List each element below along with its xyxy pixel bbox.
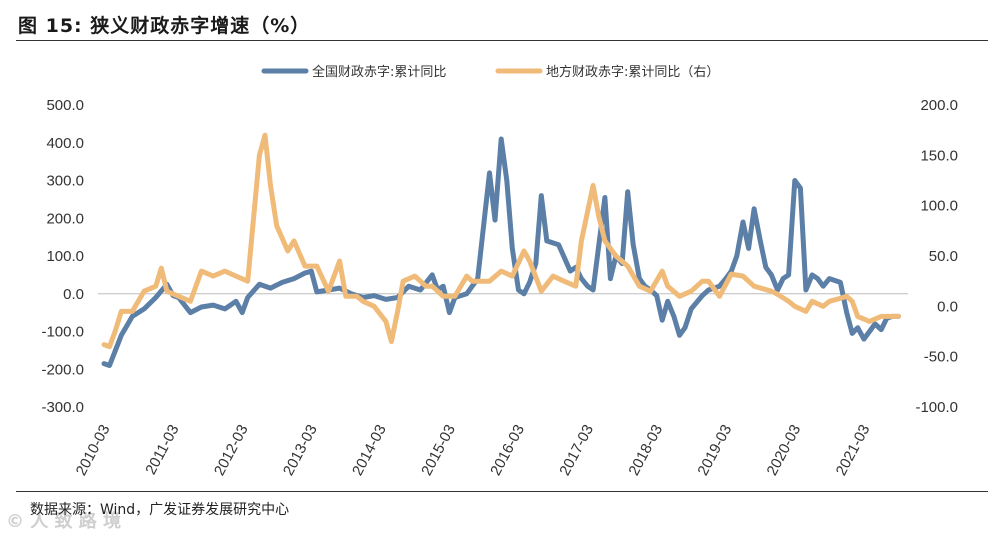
x-axis-tick-label: 2017-03 <box>556 422 597 479</box>
series-line-national <box>101 136 901 368</box>
x-axis-tick-label: 2016-03 <box>487 422 528 479</box>
x-axis-tick-label: 2014-03 <box>349 422 390 479</box>
x-axis-tick-label: 2018-03 <box>625 422 666 479</box>
x-axis-tick-label: 2011-03 <box>142 422 182 478</box>
bottom-rule <box>16 491 988 492</box>
x-axis-tick-label: 2020-03 <box>764 422 805 479</box>
right-axis-tick-label: 50.0 <box>929 248 958 265</box>
left-axis-tick-label: 0.0 <box>63 286 84 303</box>
left-axis-tick-label: -300.0 <box>41 399 84 416</box>
x-axis-tick-label: 2010-03 <box>73 422 114 479</box>
right-axis-tick-label: -50.0 <box>924 349 958 366</box>
left-axis-tick-label: -100.0 <box>41 324 84 341</box>
right-axis-tick-label: 0.0 <box>937 298 958 315</box>
x-axis-tick-label: 2013-03 <box>280 422 321 479</box>
right-axis-tick-label: -100.0 <box>915 399 958 416</box>
x-axis-tick-label: 2015-03 <box>418 422 459 479</box>
watermark: © 人 致 路 境 <box>6 511 122 532</box>
left-axis-tick-label: 100.0 <box>46 248 84 265</box>
source-note: 数据来源：Wind，广发证券发展研究中心 <box>30 502 290 518</box>
x-axis-tick-label: 2012-03 <box>211 422 252 479</box>
right-axis-tick-label: 100.0 <box>920 198 958 215</box>
right-axis-tick-label: 150.0 <box>920 147 958 164</box>
chart: 500.0 400.0 300.0 200.0 100.0 0.0 -100.0 -200.0… <box>41 64 958 479</box>
legend-national-label: 全国财政赤字:累计同比 <box>312 64 446 80</box>
series-line-local <box>101 132 901 350</box>
left-axis-tick-label: 200.0 <box>46 210 84 227</box>
left-axis-tick-label: 400.0 <box>46 135 84 152</box>
left-axis-tick-label: -200.0 <box>41 361 84 378</box>
x-axis-tick-label: 2021-03 <box>833 422 874 479</box>
left-axis-tick-label: 500.0 <box>46 97 84 114</box>
right-axis-tick-label: 200.0 <box>920 97 958 114</box>
left-axis-tick-label: 300.0 <box>46 173 84 190</box>
legend-local-label: 地方财政赤字:累计同比（右） <box>546 64 719 80</box>
top-rule <box>16 40 988 41</box>
figure-title: 图 15: 狭义财政赤字增速（%） <box>18 15 311 37</box>
x-axis-tick-label: 2019-03 <box>694 422 735 479</box>
